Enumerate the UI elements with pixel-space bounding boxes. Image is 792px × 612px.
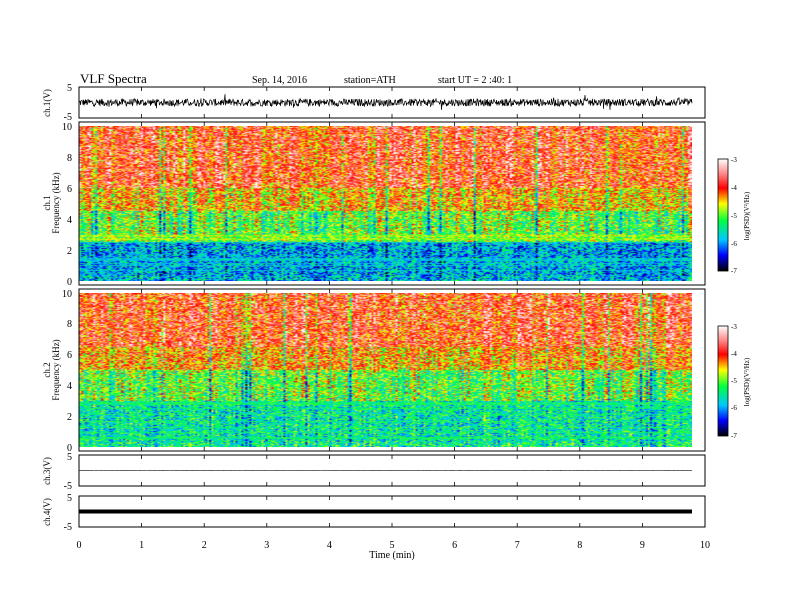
colorbar-ch2-tick-m6: -6 — [731, 404, 737, 412]
x-tick-label: 1 — [139, 540, 144, 551]
ch1-wave-ylabel: ch.1(V) — [42, 89, 52, 117]
ch1-spec-ytick-8: 8 — [67, 153, 72, 164]
colorbar-ch2-ramp — [717, 325, 729, 437]
ch1-spec-frequency-label: Frequency (kHz) — [51, 172, 61, 233]
ch2-spec-channel-label: ch.2 — [42, 362, 52, 377]
x-tick-label: 3 — [264, 540, 269, 551]
colorbar-ch2-tick-m5: -5 — [731, 377, 737, 385]
ch4-wave-ylabel: ch.4(V) — [42, 498, 52, 526]
ch2-spec-ytick-10: 10 — [62, 289, 72, 300]
ch1-spec-yticks: 0 2 4 6 8 10 — [62, 122, 72, 288]
colorbar-ch1-tick-m6: -6 — [731, 240, 737, 248]
x-axis-tick-labels: 0 1 2 3 4 5 6 7 8 9 10 — [77, 540, 711, 551]
ch1-spec-ytick-6: 6 — [67, 184, 72, 195]
colorbar-ch2-tick-m3: -3 — [731, 323, 737, 331]
ch4-wave-ytick-top: 5 — [67, 493, 72, 504]
ch1-spectrogram-image — [79, 126, 692, 281]
header-date: Sep. 14, 2016 — [252, 75, 307, 86]
colorbar-ch1-tick-m5: -5 — [731, 212, 737, 220]
ch2-spec-ytick-2: 2 — [67, 412, 72, 423]
ch2-spec-yticks: 0 2 4 6 8 10 — [62, 289, 72, 454]
ch2-spectrogram-image — [79, 293, 692, 447]
x-axis-label: Time (min) — [369, 550, 414, 561]
colorbar-ch1-ramp — [717, 158, 729, 272]
ch2-spec-ytick-6: 6 — [67, 350, 72, 361]
ch1-waveform-trace — [78, 94, 693, 110]
ch3-wave-ytick-top: 5 — [67, 452, 72, 463]
ch1-spec-ytick-4: 4 — [67, 215, 72, 226]
colorbar-ch1: -3 -4 -5 -6 -7 log(PSD)(V²/Hz) — [717, 156, 751, 275]
figure-title: VLF Spectra — [80, 71, 147, 86]
x-tick-label: 7 — [515, 540, 520, 551]
ch1-wave-ytick-top: 5 — [67, 83, 72, 94]
ch1-spec-channel-label: ch.1 — [42, 195, 52, 210]
colorbar-ch2-tick-m7: -7 — [731, 432, 737, 440]
x-axis-ticks — [78, 87, 706, 527]
ch2-spec-ytick-4: 4 — [67, 381, 72, 392]
x-tick-label: 8 — [577, 540, 582, 551]
panel-ch1-spectrogram: 0 2 4 6 8 10 ch.1 Frequency (kHz) — [42, 121, 706, 288]
ch2-spec-ytick-0: 0 — [67, 443, 72, 454]
header-start-time: start UT = 2 :40: 1 — [438, 75, 512, 86]
ch1-spec-ytick-2: 2 — [67, 246, 72, 257]
x-tick-label: 6 — [452, 540, 457, 551]
colorbar-ch1-tick-m7: -7 — [731, 267, 737, 275]
ch2-spec-frequency-label: Frequency (kHz) — [51, 339, 61, 400]
colorbar-ch2: -3 -4 -5 -6 -7 log(PSD)(V²/Hz) — [717, 323, 751, 440]
colorbar-ch1-label: log(PSD)(V²/Hz) — [743, 191, 751, 240]
header-station: station=ATH — [344, 75, 396, 86]
ch4-wave-ytick-bottom: -5 — [64, 522, 72, 533]
colorbar-ch1-tick-m4: -4 — [731, 184, 737, 192]
panel-ch2-spectrogram: 0 2 4 6 8 10 ch.2 Frequency (kHz) — [42, 288, 706, 454]
x-tick-label: 0 — [77, 540, 82, 551]
ch1-wave-ytick-bottom: -5 — [64, 112, 72, 123]
x-tick-label: 4 — [327, 540, 332, 551]
ch3-wave-ytick-bottom: -5 — [64, 481, 72, 492]
colorbar-ch2-label: log(PSD)(V²/Hz) — [743, 357, 751, 406]
x-tick-label: 5 — [390, 540, 395, 551]
ch1-spec-ytick-10: 10 — [62, 122, 72, 133]
colorbar-ch1-tick-m3: -3 — [731, 156, 737, 164]
ch2-spec-ytick-8: 8 — [67, 319, 72, 330]
x-tick-label: 10 — [700, 540, 710, 551]
x-tick-label: 2 — [202, 540, 207, 551]
x-tick-label: 9 — [640, 540, 645, 551]
colorbar-ch2-tick-m4: -4 — [731, 350, 737, 358]
ch1-spec-ytick-0: 0 — [67, 277, 72, 288]
ch3-wave-ylabel: ch.3(V) — [42, 457, 52, 485]
